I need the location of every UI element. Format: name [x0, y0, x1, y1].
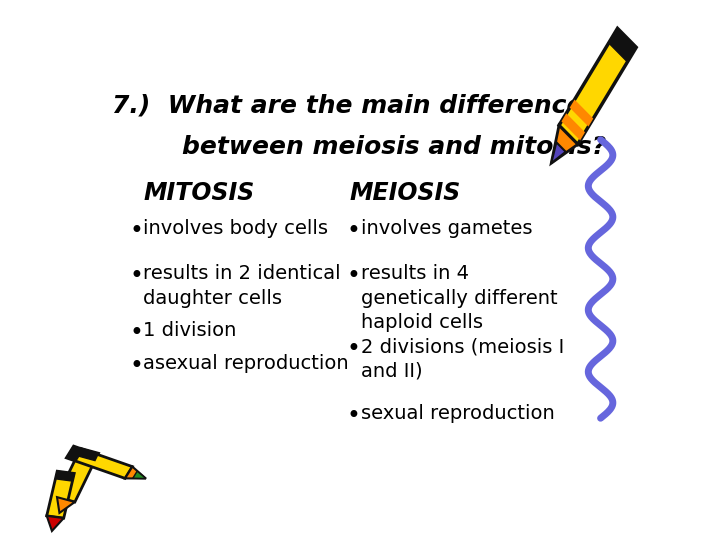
Text: •: •	[129, 321, 143, 345]
Text: •: •	[347, 265, 361, 288]
Polygon shape	[57, 497, 75, 513]
Text: 1 division: 1 division	[143, 321, 236, 340]
Text: sexual reproduction: sexual reproduction	[361, 404, 554, 423]
Text: between meiosis and mitosis?: between meiosis and mitosis?	[112, 136, 606, 159]
Text: 7.)  What are the main differences: 7.) What are the main differences	[112, 94, 599, 118]
Polygon shape	[608, 29, 636, 62]
Polygon shape	[66, 446, 132, 478]
Text: •: •	[347, 219, 361, 242]
Polygon shape	[125, 467, 146, 478]
Text: results in 2 identical
daughter cells: results in 2 identical daughter cells	[143, 265, 341, 308]
Text: •: •	[347, 404, 361, 428]
Text: involves gametes: involves gametes	[361, 219, 532, 238]
Polygon shape	[57, 448, 99, 502]
Polygon shape	[77, 448, 99, 461]
Polygon shape	[132, 471, 146, 478]
Text: •: •	[347, 337, 361, 361]
Polygon shape	[55, 471, 74, 481]
Polygon shape	[552, 143, 566, 163]
Text: 2 divisions (meiosis I
and II): 2 divisions (meiosis I and II)	[361, 337, 564, 380]
Polygon shape	[570, 99, 593, 126]
Polygon shape	[552, 125, 577, 163]
Polygon shape	[66, 446, 83, 461]
Polygon shape	[562, 113, 585, 140]
Polygon shape	[559, 29, 636, 144]
Polygon shape	[47, 471, 74, 518]
Text: results in 4
genetically different
haploid cells: results in 4 genetically different haplo…	[361, 265, 557, 332]
Text: •: •	[129, 219, 143, 242]
Text: MEIOSIS: MEIOSIS	[350, 181, 461, 205]
Text: •: •	[129, 265, 143, 288]
Polygon shape	[47, 516, 64, 531]
Text: involves body cells: involves body cells	[143, 219, 328, 238]
Text: •: •	[129, 354, 143, 378]
Text: MITOSIS: MITOSIS	[143, 181, 254, 205]
Text: asexual reproduction: asexual reproduction	[143, 354, 348, 373]
